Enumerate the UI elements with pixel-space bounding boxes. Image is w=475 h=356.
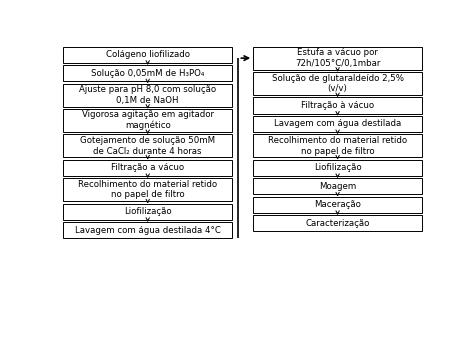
Text: Gotejamento de solução 50mM
de CaCl₂ durante 4 horas: Gotejamento de solução 50mM de CaCl₂ dur…: [80, 136, 215, 156]
Text: Solução de glutaraldeído 2,5%
(v/v): Solução de glutaraldeído 2,5% (v/v): [272, 74, 404, 93]
Bar: [253, 160, 422, 176]
Bar: [63, 47, 232, 63]
Text: Recolhimento do material retido
no papel de filtro: Recolhimento do material retido no papel…: [268, 136, 407, 156]
Bar: [253, 197, 422, 213]
Bar: [253, 72, 422, 95]
Bar: [63, 84, 232, 107]
Text: Lavagem com água destilada: Lavagem com água destilada: [274, 120, 401, 129]
Bar: [253, 116, 422, 132]
Text: Colágeno liofilizado: Colágeno liofilizado: [106, 50, 190, 59]
Text: Liofilização: Liofilização: [314, 163, 361, 172]
Bar: [63, 134, 232, 157]
Text: Lavagem com água destilada 4°C: Lavagem com água destilada 4°C: [75, 226, 221, 235]
Bar: [63, 160, 232, 176]
Text: Maceração: Maceração: [314, 200, 361, 209]
Text: Liofilização: Liofilização: [124, 207, 171, 216]
Text: Vigorosa agitação em agitador
magnético: Vigorosa agitação em agitador magnético: [82, 110, 214, 131]
Bar: [253, 98, 422, 114]
Text: Filtração a vácuo: Filtração a vácuo: [111, 163, 184, 172]
Text: Filtração à vácuo: Filtração à vácuo: [301, 101, 374, 110]
Text: Ajuste para pH 8,0 com solução
0,1M de NaOH: Ajuste para pH 8,0 com solução 0,1M de N…: [79, 85, 216, 105]
Bar: [63, 178, 232, 201]
Bar: [63, 109, 232, 132]
Bar: [253, 134, 422, 157]
Bar: [63, 204, 232, 220]
Bar: [253, 215, 422, 231]
Bar: [253, 178, 422, 194]
Text: Estufa a vácuo por
72h/105°C/0,1mbar: Estufa a vácuo por 72h/105°C/0,1mbar: [295, 48, 380, 68]
Text: Caracterização: Caracterização: [305, 219, 370, 228]
Bar: [63, 65, 232, 81]
Text: Moagem: Moagem: [319, 182, 356, 191]
Bar: [63, 222, 232, 238]
Text: Recolhimento do material retido
no papel de filtro: Recolhimento do material retido no papel…: [78, 180, 217, 199]
Text: Solução 0,05mM de H₃PO₄: Solução 0,05mM de H₃PO₄: [91, 69, 204, 78]
Bar: [253, 47, 422, 70]
